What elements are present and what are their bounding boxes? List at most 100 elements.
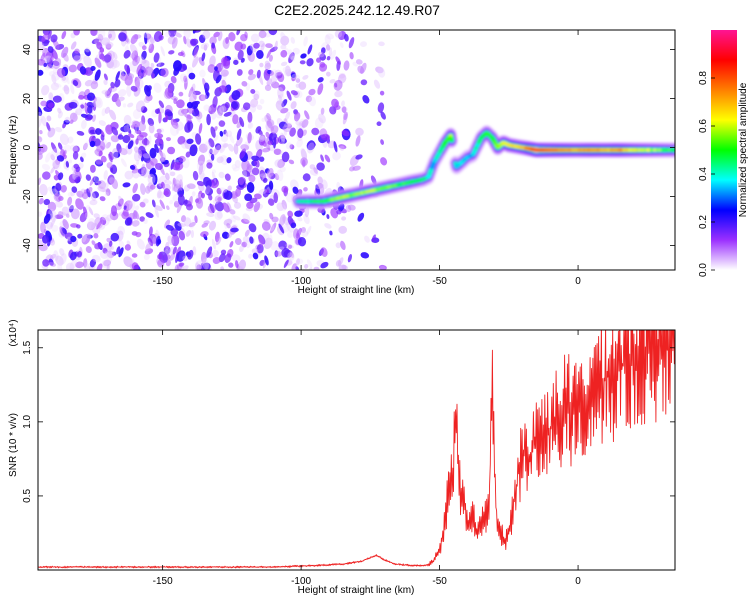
- spectrogram-noise-speck: [173, 183, 182, 193]
- spectrogram-noise-speck: [135, 160, 140, 166]
- spectrogram-noise-speck: [105, 188, 111, 196]
- spectrogram-noise-speck: [316, 162, 325, 171]
- spectrogram-noise-speck: [134, 78, 144, 90]
- spectrogram-noise-speck: [86, 233, 92, 240]
- spectrogram-noise-speck: [65, 76, 70, 85]
- spectrogram-noise-speck: [49, 239, 56, 246]
- spectrogram-noise-speck: [306, 58, 314, 67]
- spectrogram-noise-speck: [90, 65, 96, 71]
- spectrogram-noise-speck: [264, 255, 269, 266]
- spectrogram-noise-speck: [370, 175, 377, 185]
- spectrogram-noise-speck: [165, 259, 171, 267]
- spectrogram-noise-speck: [295, 227, 302, 239]
- spectrogram-noise-speck: [103, 79, 108, 86]
- spectrogram-noise-speck: [47, 186, 52, 192]
- spectrogram-noise-field: [38, 30, 388, 270]
- snr-plot-area: [38, 330, 675, 570]
- spectrogram-noise-speck: [50, 154, 55, 161]
- spectrogram-noise-speck: [202, 258, 209, 270]
- colorbar-tick-label: 0.4: [698, 167, 709, 181]
- spectrogram-noise-speck: [325, 33, 334, 40]
- spectrogram-noise-speck: [97, 186, 106, 193]
- spectrogram-noise-speck: [355, 154, 363, 160]
- spectrogram-noise-speck: [292, 47, 300, 55]
- spectrogram-noise-speck: [265, 142, 271, 151]
- spectrogram-noise-speck: [141, 106, 148, 113]
- spectrogram-noise-speck: [140, 155, 144, 162]
- spectrogram-noise-speck: [144, 32, 148, 45]
- x-tick-label: -100: [291, 276, 311, 287]
- spectrogram-noise-speck: [325, 71, 331, 77]
- spectrogram-noise-speck: [57, 107, 62, 114]
- spectrogram-noise-speck: [38, 198, 44, 205]
- spectrogram-noise-speck: [57, 142, 63, 150]
- spectrogram-noise-speck: [259, 98, 265, 105]
- spectrogram-noise-speck: [215, 236, 222, 246]
- spectrogram-noise-speck: [297, 216, 303, 222]
- spectrogram-noise-speck: [231, 101, 238, 110]
- spectrogram-noise-speck: [194, 262, 200, 270]
- spectrogram-noise-speck: [264, 60, 271, 68]
- spectrogram-noise-speck: [212, 169, 216, 174]
- spectrogram-noise-speck: [298, 81, 307, 90]
- spectrogram-noise-speck: [281, 151, 290, 163]
- spectrogram-noise-speck: [144, 248, 154, 255]
- spectrogram-noise-speck: [76, 130, 85, 136]
- spectrogram-noise-speck: [56, 155, 65, 162]
- spectrogram-noise-speck: [338, 264, 347, 270]
- spectrogram-noise-speck: [329, 106, 337, 115]
- spectrogram-noise-speck: [75, 166, 81, 173]
- spectrogram-noise-speck: [206, 162, 213, 169]
- spectrogram-noise-speck: [61, 206, 70, 216]
- spectrogram-ridge-point: [448, 136, 454, 140]
- spectrogram-y-ticks: -40 -20 0 20 40: [22, 44, 675, 253]
- spectrogram-noise-speck: [188, 86, 194, 98]
- x-tick-label: -100: [291, 576, 311, 587]
- spectrogram-noise-speck: [268, 174, 272, 182]
- spectrogram-noise-speck: [83, 55, 92, 67]
- spectrogram-noise-speck: [47, 102, 55, 108]
- spectrogram-noise-speck: [320, 247, 328, 258]
- spectrogram-noise-speck: [49, 92, 54, 100]
- spectrogram-noise-speck: [280, 107, 289, 114]
- spectrogram-noise-speck: [265, 131, 270, 138]
- spectrogram-noise-speck: [163, 246, 171, 255]
- spectrogram-noise-speck: [158, 148, 164, 158]
- spectrogram-noise-speck: [56, 68, 66, 78]
- spectrogram-noise-speck: [70, 41, 77, 50]
- spectrogram-noise-speck: [307, 142, 315, 154]
- snr-x-axis-label: Height of straight line (km): [298, 585, 415, 596]
- spectrogram-noise-speck: [183, 109, 188, 114]
- spectrogram-noise-speck: [269, 46, 278, 53]
- spectrogram-noise-speck: [87, 218, 96, 230]
- spectrogram-noise-speck: [380, 157, 388, 166]
- spectrogram-noise-speck: [200, 231, 209, 238]
- spectrogram-noise-speck: [274, 69, 283, 76]
- spectrogram-noise-speck: [295, 121, 302, 126]
- spectrogram-noise-speck: [171, 234, 180, 247]
- spectrogram-noise-speck: [63, 119, 70, 125]
- spectrogram-noise-speck: [204, 185, 211, 195]
- spectrogram-noise-speck: [50, 82, 59, 91]
- spectrogram-noise-speck: [274, 173, 280, 181]
- spectrogram-noise-speck: [200, 93, 208, 101]
- spectrogram-noise-speck: [185, 151, 191, 158]
- spectrogram-noise-speck: [313, 266, 320, 270]
- spectrogram-x-axis-label: Height of straight line (km): [298, 285, 415, 296]
- spectrogram-noise-speck: [239, 148, 246, 160]
- spectrogram-noise-speck: [314, 117, 324, 129]
- spectrogram-noise-speck: [335, 260, 342, 267]
- y-tick-label: 0.5: [22, 489, 33, 503]
- spectrogram-noise-speck: [151, 199, 156, 208]
- spectrogram-noise-speck: [190, 230, 194, 238]
- spectrogram-noise-speck: [167, 146, 176, 155]
- spectrogram-noise-speck: [72, 151, 79, 160]
- spectrogram-noise-speck: [271, 216, 279, 223]
- spectrogram-noise-speck: [378, 41, 385, 47]
- spectrogram-noise-speck: [253, 93, 260, 100]
- spectrogram-noise-speck: [215, 74, 222, 84]
- spectrogram-noise-speck: [112, 51, 118, 60]
- spectrogram-noise-speck: [270, 222, 277, 234]
- spectrogram-noise-speck: [321, 133, 330, 141]
- spectrogram-noise-speck: [104, 90, 111, 99]
